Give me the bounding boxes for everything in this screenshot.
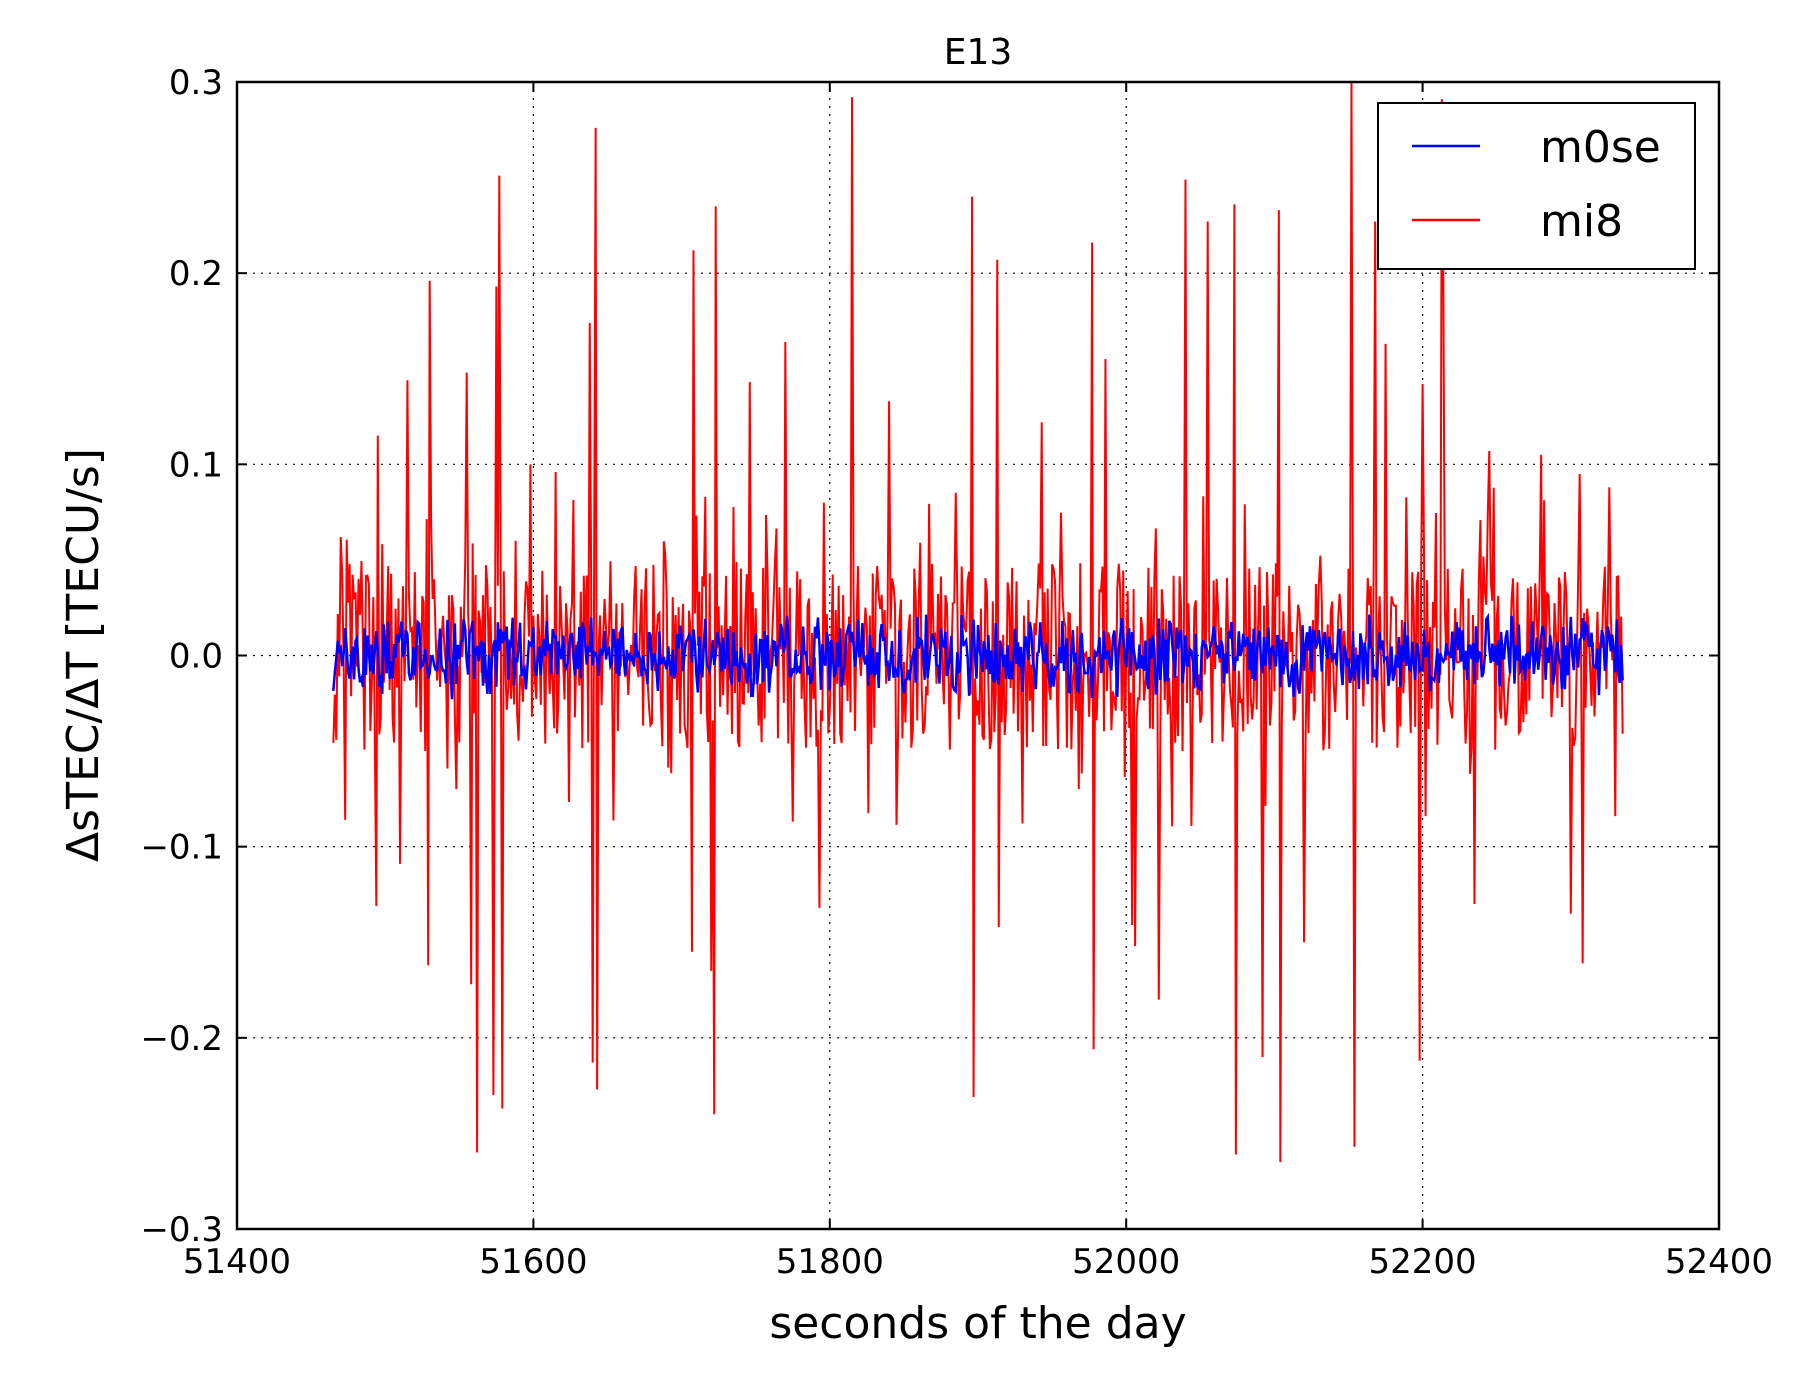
y-tick-label: −0.2 [140,1019,223,1059]
y-tick-label: 0.1 [169,445,223,485]
x-axis-label: seconds of the day [769,1298,1186,1349]
y-tick-label: −0.1 [140,828,223,868]
series-line-mi8 [332,81,1624,1163]
legend-box [1377,102,1696,270]
y-tick-label: 0.3 [169,63,223,103]
legend-label-mi8: mi8 [1540,196,1623,247]
series-layer [332,81,1624,1163]
legend-label-m0se: m0se [1540,122,1661,173]
x-tick-label: 52000 [1072,1242,1180,1282]
x-tick-label: 52400 [1665,1242,1773,1282]
legend: m0se mi8 [1377,102,1696,270]
y-tick-label: 0.2 [169,254,223,294]
x-tick-label: 51800 [776,1242,884,1282]
y-axis-label: ΔsTEC/ΔT [TECU/s] [58,448,109,862]
x-tick-label: 51400 [183,1242,291,1282]
chart-title: E13 [944,32,1013,73]
y-tick-label: 0.0 [169,637,223,677]
tick-layer: 51400 51600 51800 52000 52200 52400 0.3 0.2 0.1 0… [140,63,1773,1282]
x-tick-label: 52200 [1369,1242,1477,1282]
x-tick-label: 51600 [479,1242,587,1282]
y-tick-label: −0.3 [140,1210,223,1250]
series-line-m0se [332,612,1624,700]
